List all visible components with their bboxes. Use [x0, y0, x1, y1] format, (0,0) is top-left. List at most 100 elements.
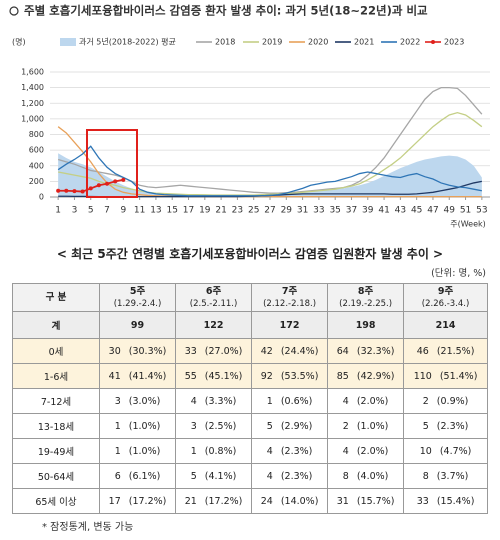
period-label: (2.19.-2.25.)	[339, 298, 393, 309]
cell-content: 3 (3.0%)	[100, 396, 175, 407]
x-tick-label: 25	[248, 206, 259, 216]
line	[57, 126, 482, 198]
x-tick-label: 33	[313, 206, 324, 216]
percent: (30.3%)	[128, 345, 167, 357]
count: 1	[114, 420, 121, 432]
count: 5	[422, 420, 429, 432]
cell-content: 64 (32.3%)	[328, 346, 403, 357]
table-cell: 55 (45.1%)	[175, 363, 253, 389]
row-label: 1-6세	[12, 363, 100, 389]
cell-content: 85 (42.9%)	[328, 371, 403, 382]
cell-content: 8 (4.0%)	[328, 471, 403, 482]
y-axis-label: (명)	[12, 37, 26, 47]
percent: (0.9%)	[436, 395, 469, 407]
count: 41	[108, 370, 121, 382]
percent: (15.7%)	[356, 495, 395, 507]
legend-label: 2019	[262, 38, 282, 47]
row-label: 계	[12, 311, 100, 339]
percent: (2.0%)	[356, 445, 389, 457]
table-cell: 4 (2.0%)	[327, 438, 405, 464]
count: 1	[114, 445, 121, 457]
point	[105, 181, 110, 186]
percent: (6.1%)	[128, 470, 161, 482]
count: 5	[266, 420, 273, 432]
table-cell: 1 (0.8%)	[175, 438, 253, 464]
cell-content: 92 (53.5%)	[252, 371, 327, 382]
week-label: 8주	[357, 285, 374, 297]
table-row: 19-49세 1 (1.0%) 1 (0.8%) 4 (2.3%) 4 (2.0%) 10 (4.7…	[12, 438, 488, 464]
period-label: (2.5.-2.11.)	[189, 298, 238, 309]
count: 5	[190, 470, 197, 482]
table-cell: 198	[327, 311, 405, 339]
week-label: 9주	[437, 285, 454, 297]
footnote: * 잠정통계, 변동 가능	[42, 522, 134, 533]
cell-content: 4 (2.3%)	[252, 471, 327, 482]
percent: (32.3%)	[356, 345, 395, 357]
table-row: 1-6세 41 (41.4%) 55 (45.1%) 92 (53.5%) 85 (42.9%)…	[12, 363, 488, 389]
column-header: 7주 (2.12.-2.18.)	[251, 283, 329, 312]
y-tick-label: 0	[39, 193, 44, 202]
x-tick-label: 1	[55, 206, 61, 216]
y-tick-label: 400	[29, 161, 44, 170]
table-cell: 5 (2.9%)	[251, 413, 329, 439]
count: 6	[114, 470, 121, 482]
count: 8	[422, 470, 429, 482]
x-tick-label: 39	[362, 206, 374, 216]
table-cell: 99	[98, 311, 177, 339]
table-cell: 122	[175, 311, 253, 339]
count: 4	[342, 445, 349, 457]
percent: (3.7%)	[436, 470, 469, 482]
percent: (4.7%)	[439, 445, 472, 457]
percent: (51.4%)	[439, 370, 478, 382]
legend-label: 2021	[354, 38, 374, 47]
cell-content: 5 (2.3%)	[404, 421, 487, 432]
table-cell: 1 (0.6%)	[251, 388, 329, 414]
table-row: 계 99 122 172 198 214	[12, 311, 488, 339]
x-tick-label: 37	[346, 206, 357, 216]
line	[58, 111, 483, 196]
x-tick-label: 45	[411, 206, 422, 216]
week-label: 5주	[129, 285, 146, 297]
table-cell: 2 (0.9%)	[403, 388, 488, 414]
point	[121, 177, 126, 182]
percent: (2.3%)	[436, 420, 469, 432]
count: 24	[260, 495, 273, 507]
x-tick-label: 17	[183, 206, 194, 216]
point	[80, 189, 85, 194]
cell-content: 5 (2.9%)	[252, 421, 327, 432]
week-label: 7주	[281, 285, 298, 297]
percent: (14.0%)	[280, 495, 319, 507]
percent: (1.0%)	[128, 420, 161, 432]
legend-label: 2023	[444, 38, 464, 47]
y-tick-label: 1,400	[21, 83, 44, 92]
table-cell: 172	[251, 311, 329, 339]
count: 46	[416, 345, 429, 357]
table-unit: (단위: 명, %)	[431, 268, 486, 279]
x-tick-label: 51	[460, 206, 471, 216]
legend-label: 2020	[308, 38, 328, 47]
table-cell: 92 (53.5%)	[251, 363, 329, 389]
count: 172	[279, 319, 300, 331]
area	[58, 153, 482, 197]
count: 214	[435, 319, 456, 331]
table-row: 7-12세 3 (3.0%) 4 (3.3%) 1 (0.6%) 4 (2.0%) 2 (0.9%)	[12, 388, 488, 414]
table-cell: 4 (3.3%)	[175, 388, 253, 414]
legend-swatch	[60, 38, 76, 46]
row-label: 13-18세	[12, 413, 100, 439]
percent: (0.8%)	[204, 445, 237, 457]
point	[113, 179, 118, 184]
table-cell: 3 (2.5%)	[175, 413, 253, 439]
y-tick-label: 800	[29, 130, 44, 139]
column-header: 6주 (2.5.-2.11.)	[175, 283, 253, 312]
cell-content: 1 (0.6%)	[252, 396, 327, 407]
cell-content: 110 (51.4%)	[404, 371, 487, 382]
cell-content: 99	[100, 320, 175, 331]
count: 3	[114, 395, 121, 407]
cell-content: 6 (6.1%)	[100, 471, 175, 482]
table-cell: 4 (2.3%)	[251, 463, 329, 489]
percent: (17.2%)	[128, 495, 167, 507]
chart-title: 주별 호흡기세포융합바이러스 감염증 환자 발생 추이: 과거 5년(18~22…	[24, 4, 428, 18]
count: 1	[190, 445, 197, 457]
x-tick-label: 47	[427, 206, 438, 216]
x-tick-label: 19	[199, 206, 211, 216]
